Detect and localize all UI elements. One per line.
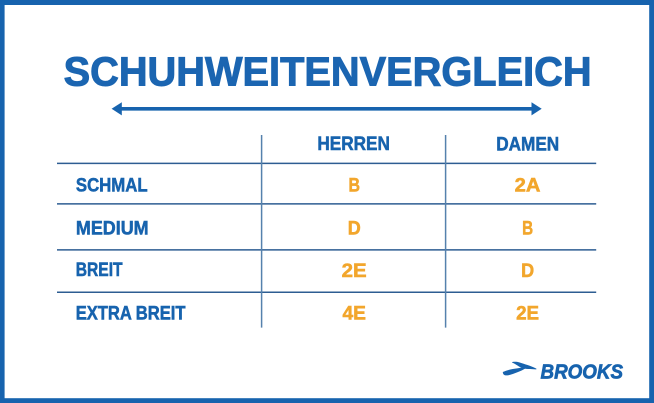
svg-text:2E: 2E	[342, 260, 367, 282]
svg-text:MEDIUM: MEDIUM	[76, 217, 149, 239]
svg-text:HERREN: HERREN	[317, 133, 390, 155]
svg-text:EXTRA BREIT: EXTRA BREIT	[76, 303, 186, 325]
svg-text:D: D	[348, 218, 361, 240]
svg-text:2E: 2E	[516, 303, 539, 325]
svg-text:BREIT: BREIT	[76, 259, 123, 281]
svg-text:4E: 4E	[342, 303, 366, 325]
svg-text:B: B	[348, 175, 360, 197]
svg-text:SCHUHWEITENVERGLEICH: SCHUHWEITENVERGLEICH	[64, 49, 592, 95]
svg-text:D: D	[521, 260, 534, 282]
svg-text:BROOKS: BROOKS	[541, 360, 624, 383]
svg-text:2A: 2A	[515, 175, 541, 197]
svg-text:SCHMAL: SCHMAL	[76, 174, 148, 196]
svg-text:DAMEN: DAMEN	[496, 133, 559, 155]
svg-text:B: B	[522, 218, 533, 240]
